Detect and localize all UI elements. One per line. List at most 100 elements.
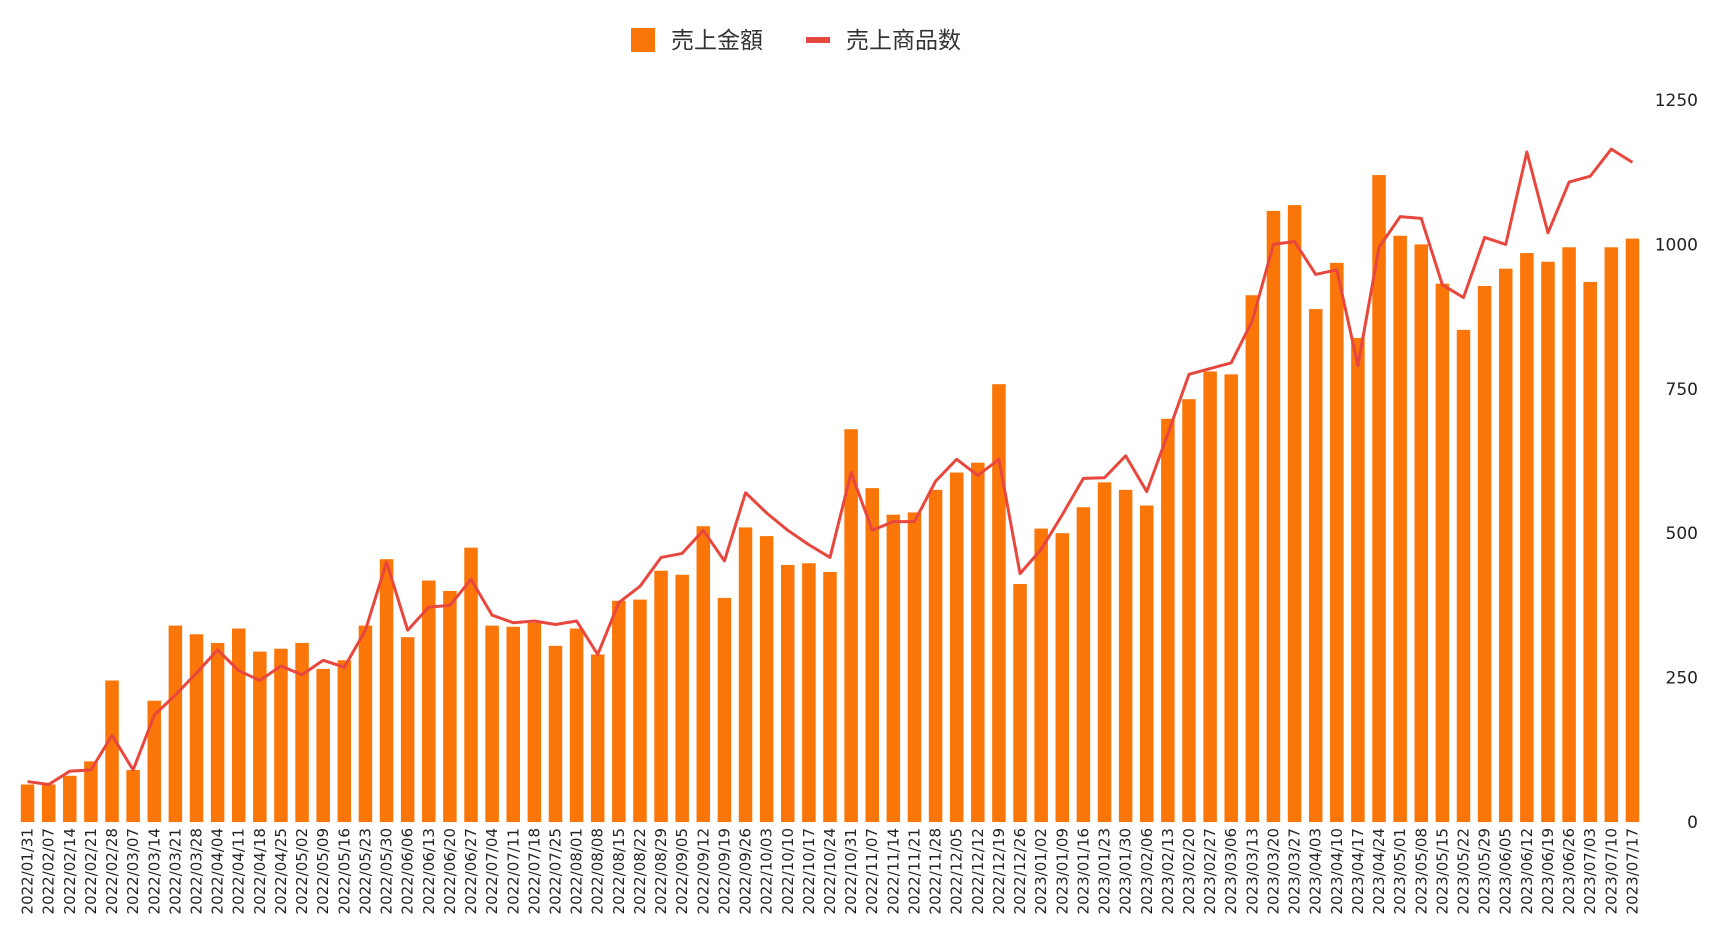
x-tick-label: 2022/07/25 <box>546 828 564 914</box>
bar-2022-03-14 <box>147 700 162 822</box>
bar-2023-02-20 <box>1182 399 1196 822</box>
line-items-sold <box>27 147 1634 786</box>
bar-2023-05-08 <box>1414 244 1429 822</box>
bar-2022-11-28 <box>928 489 943 822</box>
x-tick-label: 2023/05/22 <box>1455 828 1473 914</box>
x-tick-label: 2022/12/26 <box>1011 828 1029 914</box>
x-tick-label: 2022/02/07 <box>40 828 58 914</box>
x-tick-label: 2022/10/10 <box>779 828 797 914</box>
x-tick-label: 2023/03/13 <box>1243 828 1261 914</box>
x-tick-label: 2023/07/03 <box>1581 828 1599 914</box>
x-tick-label: 2022/09/19 <box>715 828 733 914</box>
bar-2022-06-13 <box>422 580 436 822</box>
x-tick-label: 2023/04/24 <box>1370 828 1388 914</box>
x-tick-label: 2022/07/04 <box>483 828 501 914</box>
bar-2023-05-15 <box>1435 283 1450 822</box>
x-tick-label: 2022/11/07 <box>863 828 881 914</box>
bar-2023-03-06 <box>1224 374 1238 822</box>
x-tick-label: 2022/09/05 <box>673 828 691 914</box>
bar-2023-03-13 <box>1245 295 1260 823</box>
x-tick-label: 2022/08/29 <box>652 828 670 914</box>
x-tick-label: 2023/07/10 <box>1602 828 1620 914</box>
x-tick-label: 2022/03/28 <box>187 828 205 914</box>
bar-2022-12-26 <box>1013 584 1027 822</box>
x-tick-label: 2023/01/09 <box>1053 828 1071 914</box>
x-tick-label: 2022/05/02 <box>293 828 311 914</box>
bar-2022-07-18 <box>527 622 542 822</box>
x-tick-label: 2022/06/20 <box>441 828 459 914</box>
bar-2023-02-06 <box>1140 505 1154 822</box>
bar-2022-05-23 <box>358 625 373 822</box>
x-tick-label: 2023/07/17 <box>1623 828 1641 914</box>
x-tick-label: 2022/10/31 <box>842 828 860 914</box>
bar-2022-08-01 <box>569 628 584 822</box>
y-tick-label: 1250 <box>1655 91 1698 111</box>
bar-2022-04-04 <box>210 642 225 822</box>
bar-2022-09-26 <box>738 527 753 822</box>
bar-2022-09-12 <box>696 526 711 822</box>
y-tick-label: 1000 <box>1655 235 1698 255</box>
legend-item-sales-amount: 売上金額 <box>631 28 763 54</box>
bar-2022-10-24 <box>823 571 837 822</box>
x-tick-label: 2022/06/27 <box>462 828 480 914</box>
bar-2023-06-12 <box>1520 253 1534 822</box>
x-tick-label: 2022/08/08 <box>589 828 607 914</box>
bar-2022-10-03 <box>759 536 774 822</box>
x-tick-label: 2023/03/20 <box>1264 828 1282 914</box>
x-tick-label: 2023/05/29 <box>1476 828 1494 914</box>
bar-2022-08-22 <box>633 599 647 822</box>
bar-2022-12-19 <box>992 384 1006 822</box>
bar-2022-07-04 <box>485 625 499 822</box>
bar-2022-05-09 <box>316 668 330 822</box>
x-tick-label: 2023/03/27 <box>1286 828 1304 914</box>
x-tick-label: 2022/05/16 <box>335 828 353 914</box>
bar-2022-04-11 <box>231 628 246 822</box>
bar-2023-07-17 <box>1625 238 1640 822</box>
x-tick-label: 2023/02/20 <box>1180 828 1198 914</box>
bar-2023-07-10 <box>1604 247 1619 823</box>
x-tick-label: 2023/04/03 <box>1307 828 1325 914</box>
x-tick-label: 2023/04/17 <box>1349 828 1367 914</box>
x-tick-label: 2022/05/30 <box>378 828 396 914</box>
x-tick-label: 2022/07/11 <box>504 828 522 914</box>
x-tick-label: 2023/06/19 <box>1539 828 1557 914</box>
x-tick-label: 2022/06/06 <box>399 828 417 914</box>
x-tick-label: 2022/02/21 <box>82 828 100 914</box>
x-tick-label: 2022/01/31 <box>19 828 37 914</box>
x-tick-label: 2022/04/04 <box>209 828 227 914</box>
bar-2023-01-30 <box>1118 489 1133 822</box>
x-tick-label: 2022/10/17 <box>800 828 818 914</box>
x-tick-label: 2023/02/27 <box>1201 828 1219 914</box>
bar-2022-01-31 <box>20 784 35 822</box>
x-tick-label: 2022/12/19 <box>990 828 1008 914</box>
bar-2022-06-20 <box>443 590 457 822</box>
x-tick-label: 2023/01/16 <box>1074 828 1092 914</box>
x-tick-label: 2022/05/09 <box>314 828 332 914</box>
x-tick-label: 2022/04/25 <box>272 828 290 914</box>
x-tick-label: 2022/04/18 <box>251 828 269 914</box>
x-tick-label: 2022/07/18 <box>525 828 543 914</box>
x-tick-label: 2023/06/26 <box>1560 828 1578 914</box>
bar-2022-10-10 <box>781 564 795 822</box>
bar-2022-03-07 <box>126 770 140 822</box>
x-tick-label: 2023/02/06 <box>1138 828 1156 914</box>
x-tick-label: 2023/01/02 <box>1032 828 1050 914</box>
x-tick-label: 2023/02/13 <box>1159 828 1177 914</box>
bar-2022-09-19 <box>717 597 732 822</box>
y-tick-label: 750 <box>1666 380 1698 400</box>
x-tick-label: 2023/04/10 <box>1328 828 1346 914</box>
bar-2022-05-30 <box>379 559 394 822</box>
bar-2023-06-05 <box>1498 268 1513 822</box>
bar-2022-11-07 <box>865 488 879 822</box>
bar-2022-04-18 <box>253 651 267 822</box>
x-tick-label: 2022/08/01 <box>568 828 586 914</box>
x-tick-label: 2022/09/26 <box>737 828 755 914</box>
bar-2022-02-28 <box>105 680 119 822</box>
bar-2023-06-19 <box>1541 261 1555 823</box>
bar-2022-08-08 <box>590 654 605 822</box>
bar-2023-07-03 <box>1583 281 1597 822</box>
bar-2023-01-09 <box>1055 533 1070 822</box>
x-tick-label: 2023/03/06 <box>1222 828 1240 914</box>
x-tick-label: 2023/06/05 <box>1497 828 1515 914</box>
legend: 売上金額 売上商品数 <box>631 28 961 54</box>
